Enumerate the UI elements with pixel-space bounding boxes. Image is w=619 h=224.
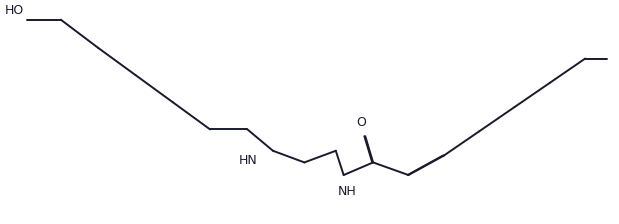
Text: NH: NH — [338, 185, 357, 198]
Text: HN: HN — [238, 154, 258, 167]
Text: HO: HO — [4, 4, 24, 17]
Text: O: O — [357, 116, 366, 129]
